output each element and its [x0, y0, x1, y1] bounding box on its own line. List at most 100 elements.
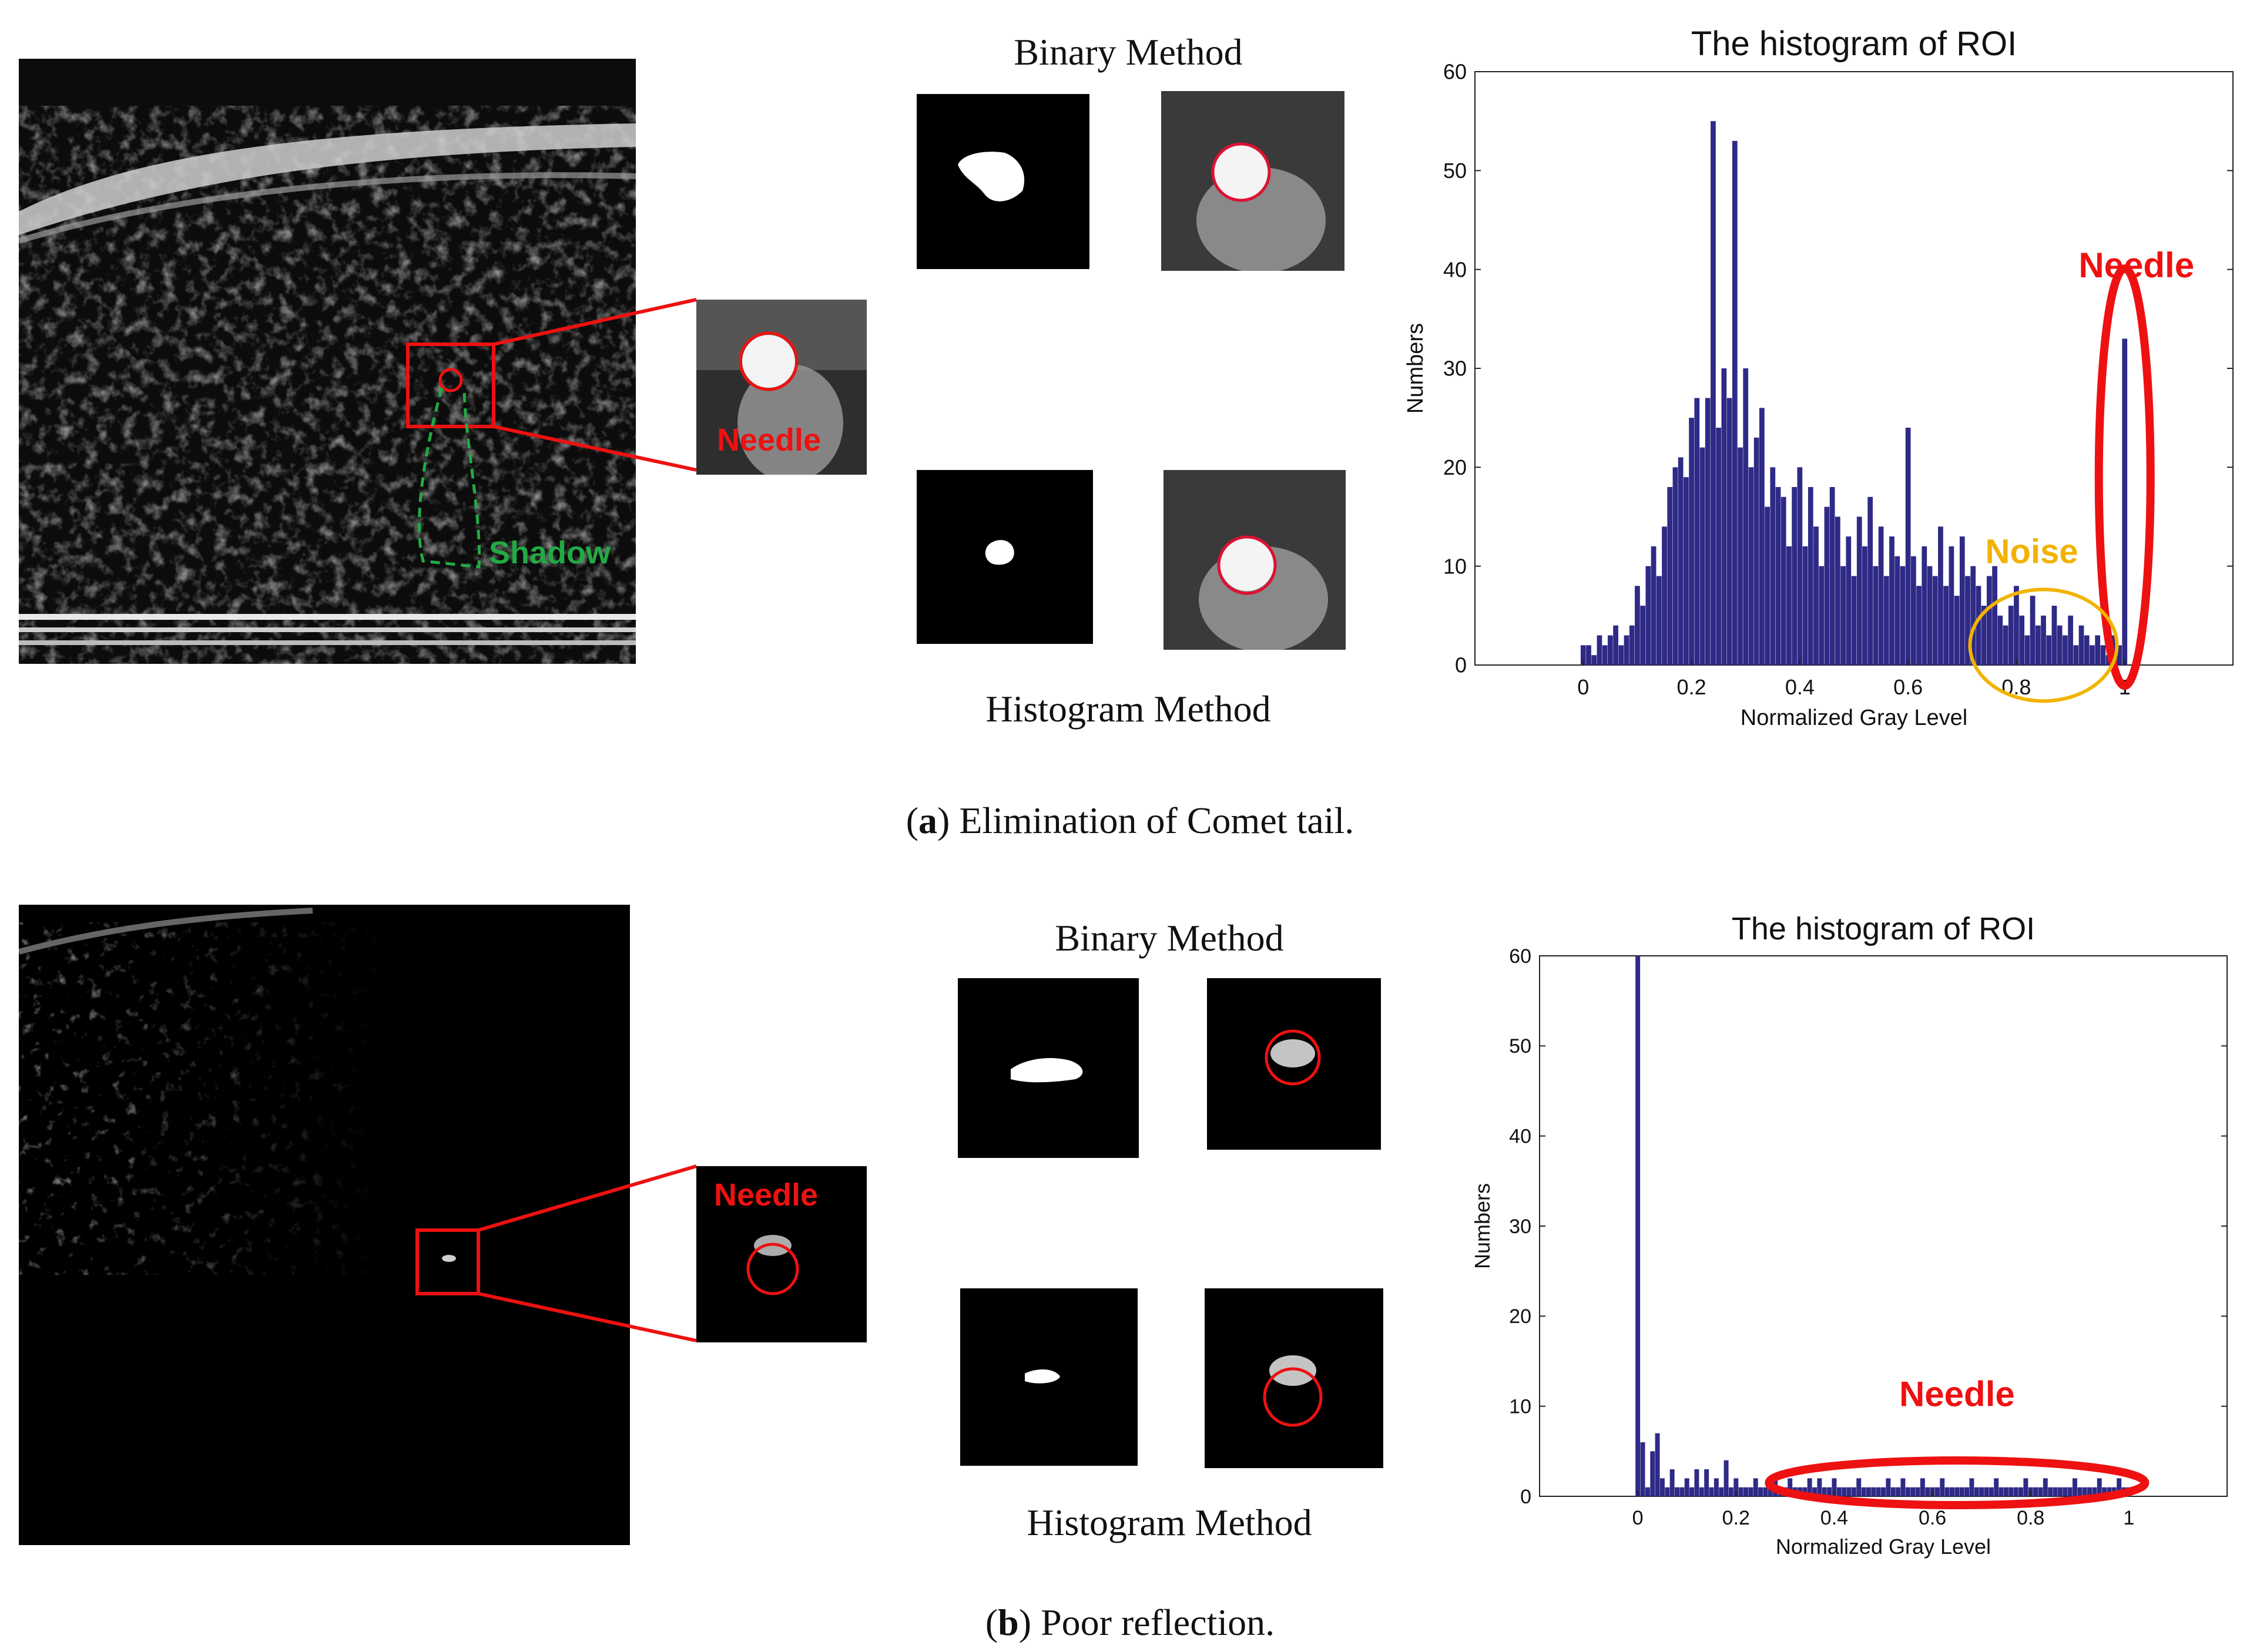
histogram-bar: [1950, 1487, 1954, 1496]
histogram-bar: [1970, 566, 1976, 665]
histogram-bar: [1780, 496, 1786, 665]
histogram-bar: [2078, 625, 2084, 665]
histogram-bar: [1862, 546, 1867, 665]
histogram-bar: [1959, 536, 1965, 665]
histogram-bar: [1759, 408, 1765, 665]
histogram-bar: [1871, 1487, 1876, 1496]
histogram-bar: [1728, 1487, 1733, 1496]
histogram-bar: [2033, 1487, 2038, 1496]
histogram-bar: [1678, 457, 1684, 665]
histogram-method-title-b: Histogram Method: [1027, 1502, 1312, 1543]
histogram-bar: [1738, 1487, 1743, 1496]
histogram-bar: [2023, 1478, 2028, 1496]
histogram-bar: [1994, 1478, 1999, 1496]
histogram-bar: [1797, 467, 1803, 665]
histogram-bar: [1711, 121, 1716, 665]
histogram-bar: [2077, 1487, 2083, 1496]
histogram-overlay-a: [1163, 470, 1346, 652]
histogram-bar: [1675, 1487, 1679, 1496]
histogram-bar: [1824, 506, 1830, 665]
histogram-bar: [1905, 1487, 1910, 1496]
histogram-bar: [2063, 1487, 2068, 1496]
histogram-bar: [2008, 1487, 2014, 1496]
histogram-bar: [1732, 140, 1738, 666]
histogram-mask-a: [917, 470, 1093, 644]
x-tick-label: 0.6: [1893, 675, 1923, 699]
histogram-bar: [2117, 645, 2122, 665]
histogram-bar: [1829, 487, 1835, 665]
chart-title: The histogram of ROI: [1691, 25, 2017, 63]
histogram-bar: [1851, 576, 1857, 665]
histogram-bar: [1655, 1433, 1660, 1496]
histogram-bar: [2038, 1487, 2043, 1496]
histogram-bar: [1867, 496, 1873, 665]
histogram-bar: [2117, 1478, 2122, 1496]
needle-label-zoom-b: Needle: [714, 1177, 819, 1213]
histogram-bar: [2046, 635, 2052, 665]
histogram-bar: [1934, 1487, 1940, 1496]
histogram-bar: [1694, 398, 1700, 665]
ultrasound-image-b: [19, 905, 630, 1545]
histogram-bar: [1665, 1487, 1670, 1496]
histogram-bar: [1808, 487, 1813, 665]
histogram-bar: [1748, 1487, 1753, 1496]
histogram-bar: [1920, 1478, 1925, 1496]
histogram-overlay-b: [1205, 1288, 1383, 1468]
histogram-bar: [1758, 1487, 1763, 1496]
histogram-bar: [2048, 1487, 2053, 1496]
histogram-bar: [1890, 1487, 1896, 1496]
needle-label-zoom-a: Needle: [717, 422, 821, 458]
histogram-bar: [1659, 1478, 1665, 1496]
histogram-bar: [1964, 1487, 1970, 1496]
histogram-bar: [1699, 447, 1705, 665]
y-axis-label: Numbers: [1403, 323, 1428, 414]
histogram-bar: [1807, 1478, 1812, 1496]
histogram-bar: [1986, 576, 1992, 665]
histogram-bar: [1763, 1487, 1768, 1496]
histogram-bar: [1900, 566, 1906, 665]
histogram-bar: [1881, 1487, 1886, 1496]
histogram-bar: [2003, 625, 2008, 665]
y-tick-label: 20: [1443, 455, 1467, 479]
shadow-label: Shadow: [489, 535, 611, 570]
x-tick-label: 0.2: [1722, 1507, 1750, 1529]
histogram-bar: [2102, 1487, 2107, 1496]
noise-ellipse: [1968, 587, 2119, 703]
histogram-bar: [1954, 596, 1960, 665]
histogram-bar: [1602, 645, 1608, 665]
histogram-bar: [1714, 1478, 1719, 1496]
histogram-bar: [1822, 1487, 1827, 1496]
histogram-bar: [1836, 1487, 1842, 1496]
histogram-bar: [1965, 576, 1970, 665]
histogram-bar: [1753, 1478, 1758, 1496]
histogram-bar: [1943, 586, 1949, 665]
histogram-bar: [2087, 1487, 2092, 1496]
histogram-bar: [1624, 635, 1629, 665]
chart-title: The histogram of ROI: [1732, 911, 2035, 946]
zoom-inset-b: [696, 1166, 867, 1342]
histogram-bar: [1878, 526, 1884, 665]
histogram-mask-b: [960, 1288, 1138, 1466]
x-tick-label: 1: [2123, 1507, 2134, 1529]
needle-ellipse: [1765, 1456, 2150, 1509]
histogram-bar: [2019, 615, 2025, 665]
histogram-bar: [1856, 1478, 1862, 1496]
histogram-bar: [1851, 1487, 1856, 1496]
histogram-bar: [1832, 1478, 1837, 1496]
histogram-bar: [2051, 606, 2057, 665]
x-tick-label: 0.4: [1820, 1507, 1848, 1529]
histogram-bar: [1889, 536, 1894, 665]
y-tick-label: 20: [1509, 1305, 1531, 1328]
histogram-bar: [1938, 526, 1943, 665]
histogram-bar: [1813, 526, 1819, 665]
plot-frame: [1539, 955, 2228, 1497]
histogram-bar: [2067, 1487, 2073, 1496]
histogram-chart-b: The histogram of ROI 0 10 20 30 40 50 60 0 0.2 0.4…: [1470, 911, 2228, 1559]
histogram-bar: [1699, 1487, 1704, 1496]
histogram-bar: [1743, 368, 1749, 665]
histogram-bar: [1944, 1487, 1950, 1496]
needle-annotation: Needle: [1899, 1375, 2015, 1414]
binary-overlay-b: [1207, 978, 1381, 1150]
histogram-bar: [1802, 546, 1808, 665]
